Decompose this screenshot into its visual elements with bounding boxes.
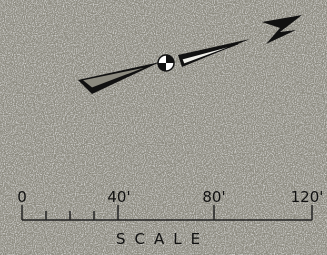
scale-label: 80' [202,188,225,206]
scale-label: 0 [17,188,27,206]
scale-label: 120' [291,188,324,206]
page: 0 40' 80' 120' SCALE (() => { const data… [0,0,327,255]
scale-label: 40' [107,188,130,206]
scale-title: SCALE [116,230,209,248]
map-view: 0 40' 80' 120' SCALE [0,0,327,255]
